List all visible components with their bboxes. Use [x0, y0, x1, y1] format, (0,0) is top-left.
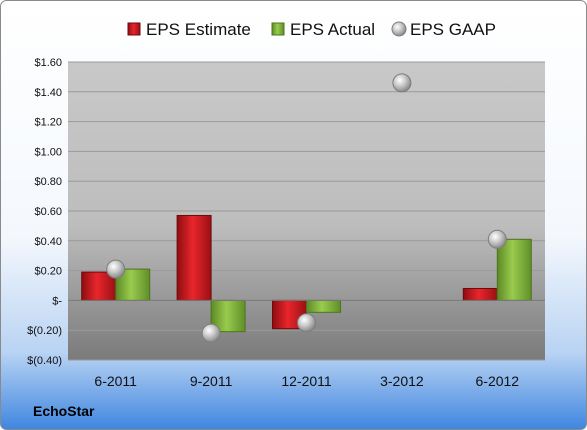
bar-eps-actual	[496, 238, 532, 301]
x-category-label: 6-2011	[94, 373, 137, 389]
x-category-label: 6-2012	[476, 373, 520, 389]
y-tick-label: $1.00	[34, 146, 62, 158]
y-tick-label: $(0.40)	[27, 355, 62, 367]
y-tick-label: $0.60	[34, 206, 62, 218]
point-eps-gaap	[487, 229, 507, 249]
legend-swatch-eps-actual	[271, 22, 285, 36]
x-category-label: 9-2011	[190, 373, 233, 389]
x-category-label: 3-2012	[380, 373, 424, 389]
legend-label: EPS Actual	[290, 20, 375, 39]
legend-label: EPS Estimate	[146, 20, 251, 39]
y-tick-label: $1.60	[34, 57, 62, 69]
point-eps-gaap	[201, 323, 221, 343]
bars	[81, 214, 532, 333]
y-tick-label: $(0.20)	[27, 325, 62, 337]
point-eps-gaap	[297, 313, 316, 333]
x-axis-category-labels: 6-2011 9-2011 12-2011 3-2012 6-2012	[94, 373, 519, 389]
y-tick-label: $0.40	[34, 236, 62, 248]
bar-eps-actual	[306, 299, 341, 313]
legend-swatch-eps-gaap	[391, 21, 407, 37]
y-axis-tick-labels: $(0.40) $(0.20) $- $0.20 $0.40 $0.60 $0.80 $1.0…	[27, 57, 62, 367]
gaap-points	[106, 73, 507, 343]
grid-lines	[68, 61, 545, 361]
x-category-label: 12-2011	[281, 373, 332, 389]
point-eps-gaap	[392, 73, 412, 93]
company-label: EchoStar	[33, 403, 95, 419]
bar-eps-estimate	[176, 214, 212, 301]
y-tick-label: $-	[52, 295, 62, 307]
y-tick-label: $1.20	[34, 117, 62, 129]
legend-label: EPS GAAP	[410, 20, 496, 39]
legend: EPS Estimate EPS Actual EPS GAAP	[127, 20, 496, 39]
y-tick-label: $1.40	[34, 87, 62, 99]
y-tick-label: $0.80	[34, 176, 62, 188]
y-tick-label: $0.20	[34, 266, 62, 278]
legend-swatch-eps-estimate	[127, 22, 141, 36]
bar-eps-estimate	[462, 287, 498, 301]
point-eps-gaap	[106, 259, 126, 279]
bar-eps-estimate	[81, 271, 117, 301]
